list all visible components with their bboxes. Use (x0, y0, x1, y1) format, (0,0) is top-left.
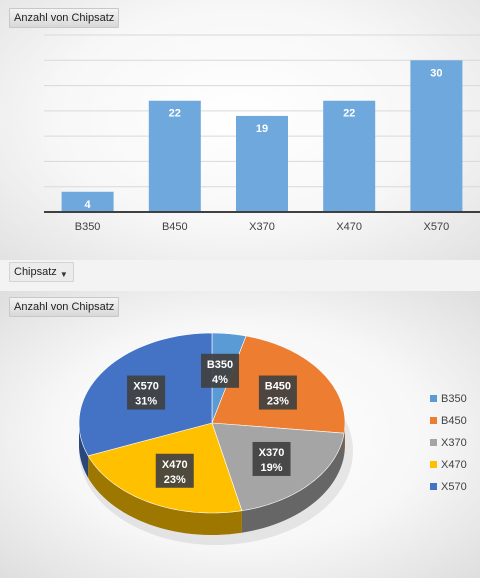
bar-value-label: 19 (256, 123, 268, 135)
bar-value-label: 4 (85, 199, 92, 211)
pie-side-x570 (79, 423, 89, 478)
legend-entry-x570[interactable]: X570 (441, 481, 467, 493)
pie-chart-panel: B350 4% B450 23% X370 19% X470 23% X570 31% B350 B4… (0, 291, 480, 578)
data-label-category: X470 (162, 459, 188, 471)
pie-side-x470 (88, 455, 242, 535)
legend-entry-b450[interactable]: B450 (441, 415, 467, 427)
bar-chart-title-button[interactable]: Anzahl von Chipsatz (9, 8, 120, 28)
data-label-percent: 23% (267, 396, 289, 408)
bar-x570[interactable] (410, 60, 463, 213)
pie-data-label: X470 23% (155, 453, 194, 488)
data-label-category: B350 (207, 359, 233, 371)
pie-chart: B350 4% B450 23% X370 19% X470 23% X570 31% B350 B4… (78, 332, 467, 545)
data-label-box (201, 353, 239, 388)
legend-swatch-x370 (430, 439, 437, 446)
dropdown-arrow-icon: ▼ (59, 270, 68, 279)
data-label-box (252, 441, 291, 476)
data-label-percent: 4% (212, 374, 228, 386)
bar-x370[interactable] (236, 115, 288, 212)
x-tick-label: X470 (336, 221, 362, 233)
bar-chart: 4 B350 22 B450 19 X370 22 X470 30 X570 (44, 34, 480, 233)
x-tick-label: X570 (424, 221, 450, 233)
bar-chart-panel: 4 B350 22 B450 19 X370 22 X470 30 X570 (0, 0, 480, 260)
bar-value-label: 22 (169, 108, 181, 120)
pie-data-label: X570 31% (127, 375, 166, 410)
bar-x470[interactable] (323, 100, 376, 212)
pie-side-x370 (241, 433, 345, 533)
filter-label: Chipsatz (14, 266, 57, 278)
pie-side-b450 (344, 423, 345, 456)
legend-entry-x370[interactable]: X370 (441, 437, 467, 449)
legend-entry-b350[interactable]: B350 (441, 393, 467, 405)
data-label-category: X370 (259, 447, 285, 459)
bar-b350[interactable] (61, 191, 114, 212)
x-tick-label: X370 (249, 221, 275, 233)
bar-value-label: 22 (343, 108, 355, 120)
pie-chart-title-button[interactable]: Anzahl von Chipsatz (9, 297, 120, 317)
x-tick-label: B350 (75, 221, 101, 233)
legend-swatch-x570 (430, 483, 437, 490)
legend-swatch-b350 (430, 395, 437, 402)
bar-b450[interactable] (148, 100, 201, 212)
chipsatz-filter-button[interactable]: Chipsatz ▼ (9, 262, 74, 282)
data-label-category: B450 (265, 381, 291, 393)
data-label-box (127, 375, 166, 410)
data-label-box (155, 453, 194, 488)
data-label-percent: 23% (164, 474, 186, 486)
data-label-category: X570 (133, 381, 159, 393)
legend-swatch-b450 (430, 417, 437, 424)
legend-swatch-x470 (430, 461, 437, 468)
bar-value-label: 30 (430, 67, 442, 79)
x-tick-label: B450 (162, 221, 188, 233)
pie-data-label: X370 19% (252, 441, 291, 476)
data-label-box (258, 375, 297, 410)
data-label-percent: 31% (135, 396, 157, 408)
filter-strip (0, 260, 480, 291)
legend-entry-x470[interactable]: X470 (441, 459, 467, 471)
pie-data-label: B350 4% (201, 353, 239, 388)
data-label-percent: 19% (261, 462, 283, 474)
pie-data-label: B450 23% (258, 375, 297, 410)
